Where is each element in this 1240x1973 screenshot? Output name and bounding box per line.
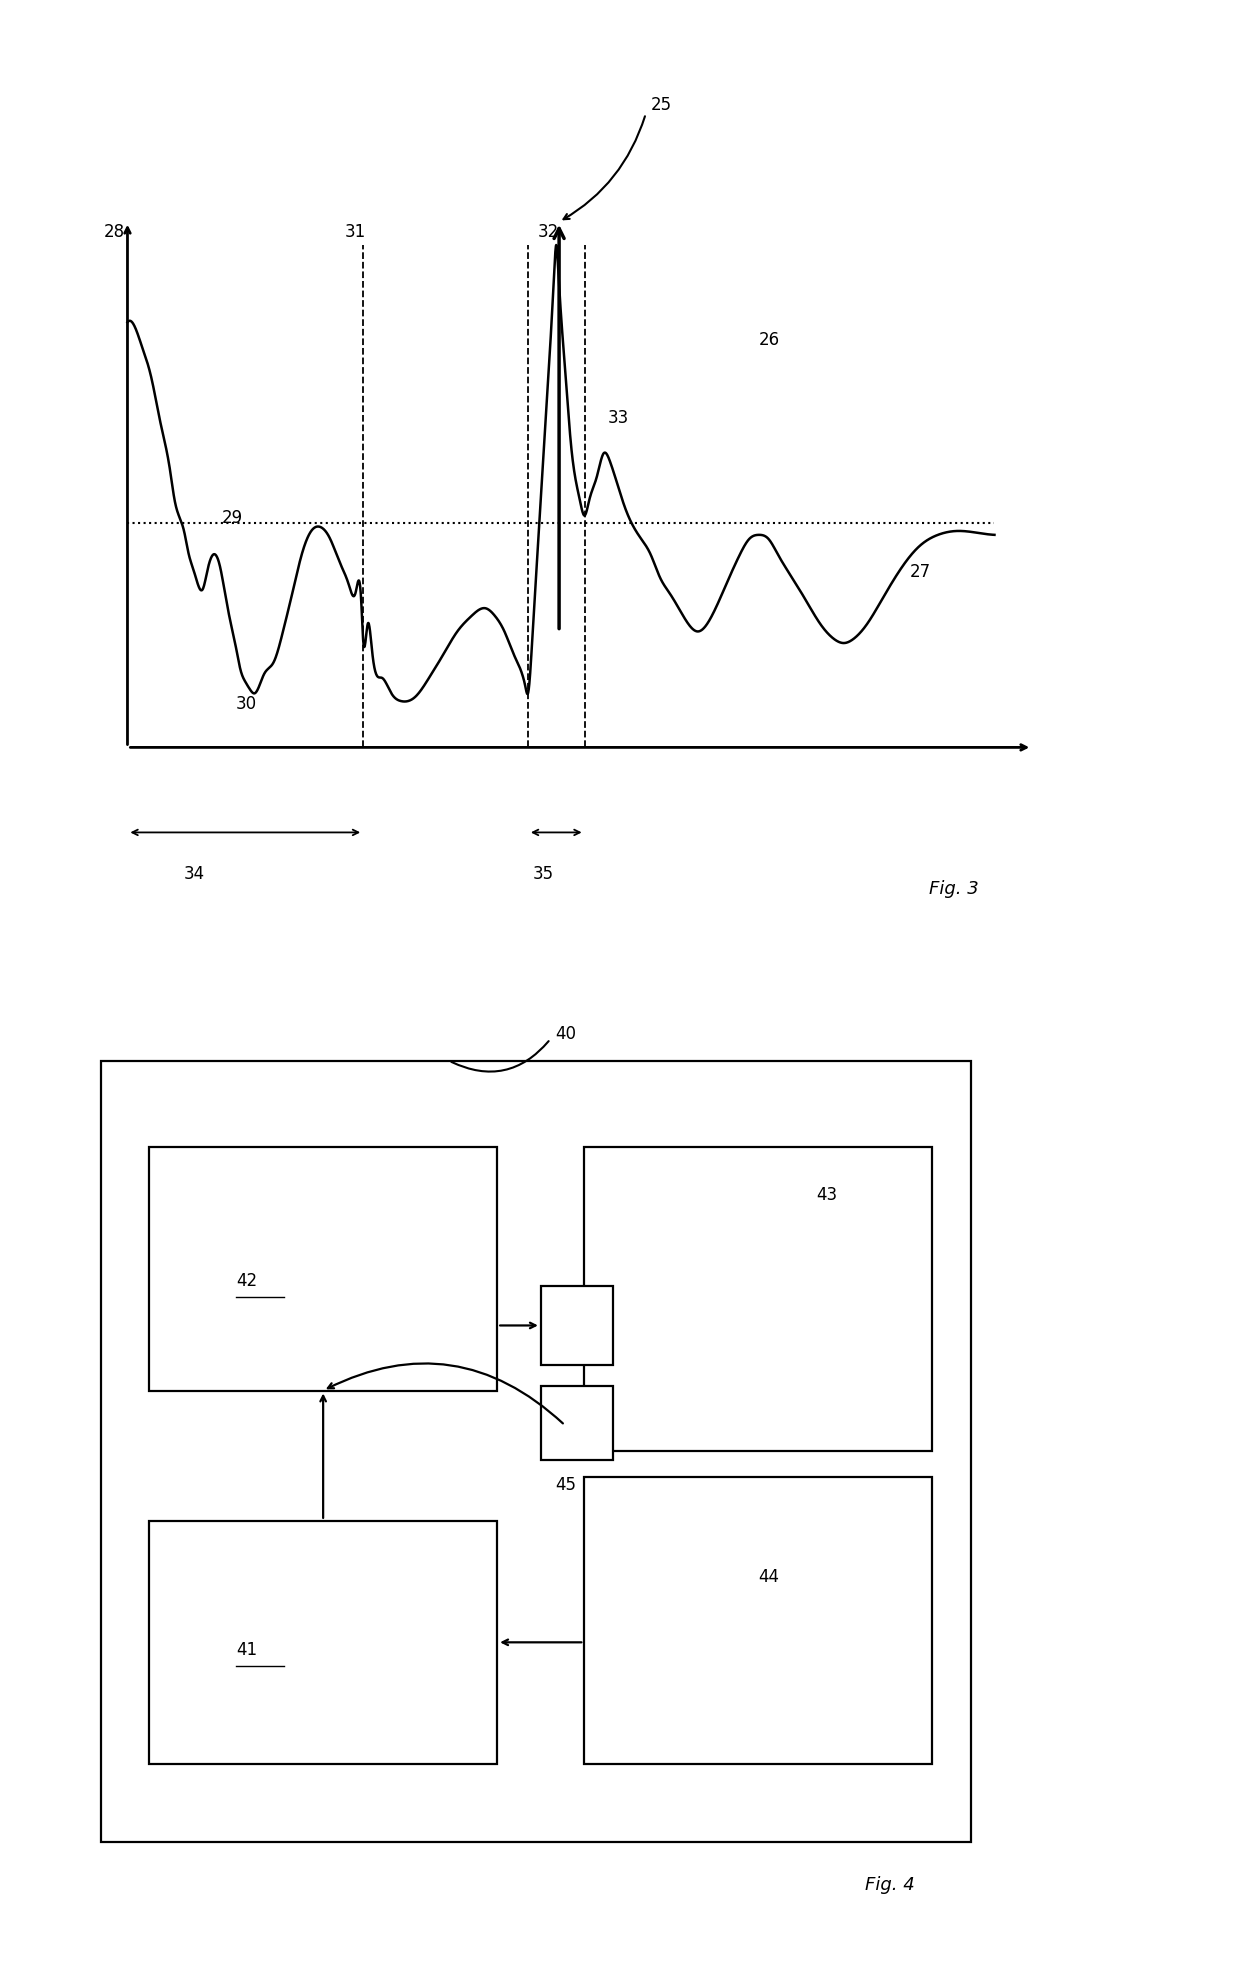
Text: 41: 41 [236, 1642, 257, 1659]
Text: 35: 35 [533, 864, 554, 882]
Text: 42: 42 [236, 1273, 257, 1290]
Text: Fig. 4: Fig. 4 [864, 1876, 915, 1894]
Text: 43: 43 [816, 1186, 837, 1204]
Text: 28: 28 [104, 223, 125, 241]
Text: 30: 30 [236, 694, 257, 712]
Bar [541, 1286, 614, 1365]
Text: 33: 33 [608, 408, 630, 426]
Text: 25: 25 [651, 97, 672, 114]
Text: 45: 45 [556, 1476, 577, 1494]
Text: 34: 34 [184, 864, 205, 882]
Bar [584, 1478, 932, 1764]
Bar [541, 1387, 614, 1460]
Text: 31: 31 [345, 223, 366, 241]
Text: 40: 40 [556, 1026, 577, 1044]
Text: 29: 29 [222, 509, 243, 527]
Text: 44: 44 [759, 1569, 780, 1586]
Text: 26: 26 [759, 331, 780, 349]
Text: 27: 27 [910, 564, 931, 582]
Text: Fig. 3: Fig. 3 [929, 880, 978, 898]
Bar [149, 1148, 497, 1391]
Bar [584, 1148, 932, 1452]
Bar [149, 1521, 497, 1764]
Text: 32: 32 [537, 223, 559, 241]
